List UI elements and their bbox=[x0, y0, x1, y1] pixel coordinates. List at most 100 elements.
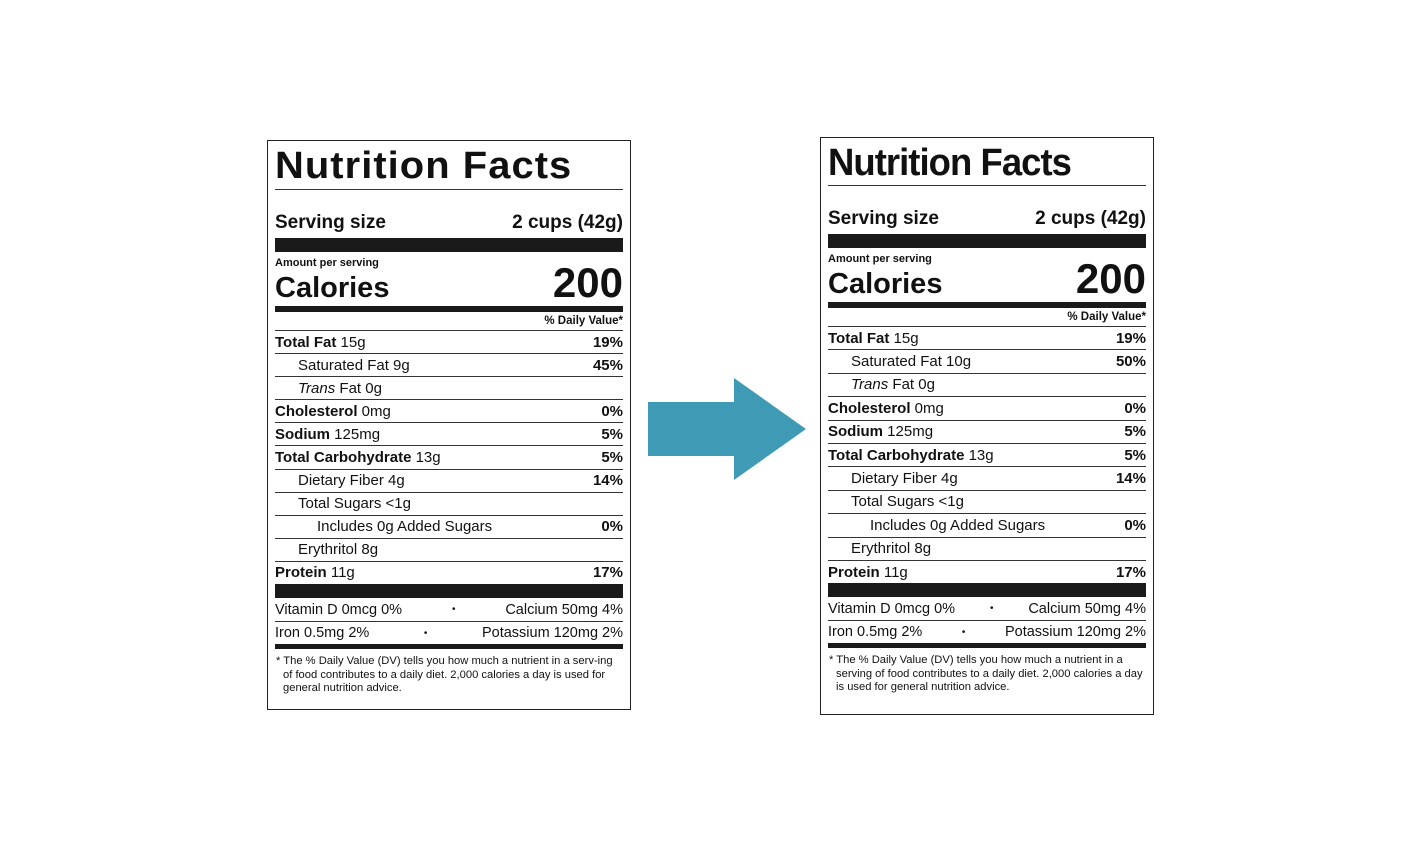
nutrient-name: Saturated Fat 9g bbox=[275, 357, 410, 374]
nutrient-amount: Includes 0g Added Sugars bbox=[317, 518, 493, 536]
nutrient-list: Total Fat 15g 19% Saturated Fat 10g 50% Tran… bbox=[828, 326, 1146, 583]
nutrient-amount: 0mg bbox=[910, 399, 944, 417]
medium-divider bbox=[275, 644, 623, 650]
vitamin-entry: Potassium 120mg 2% bbox=[481, 625, 623, 642]
thick-divider bbox=[828, 583, 1146, 598]
nutrient-name: Total Carbohydrate 13g bbox=[828, 447, 994, 464]
nutrient-name: Total Sugars <1g bbox=[828, 493, 964, 510]
nutrient-row: Includes 0g Added Sugars 0% bbox=[828, 513, 1146, 536]
nutrient-amount: Saturated Fat 10g bbox=[851, 353, 972, 371]
nutrient-row: Cholesterol 0mg 0% bbox=[828, 396, 1146, 419]
nutrient-amount: 15g bbox=[336, 333, 366, 351]
nutrient-name: Cholesterol 0mg bbox=[275, 403, 391, 420]
bullet-separator: • bbox=[961, 626, 966, 638]
nutrient-row: Total Carbohydrate 13g 5% bbox=[828, 442, 1146, 466]
nutrient-italic: Trans bbox=[851, 376, 889, 394]
nutrient-name: Erythritol 8g bbox=[275, 541, 378, 558]
nutrient-row: Dietary Fiber 4g 14% bbox=[828, 466, 1146, 489]
footnote: * The % Daily Value (DV) tells you how m… bbox=[829, 654, 1143, 694]
calories-value: 200 bbox=[552, 259, 623, 306]
daily-value-percent: 17% bbox=[592, 564, 623, 582]
nutrient-amount: Saturated Fat 9g bbox=[298, 356, 410, 374]
daily-value-header: % Daily Value* bbox=[544, 315, 623, 327]
medium-divider bbox=[828, 643, 1146, 649]
vitamin-list: Vitamin D 0mcg 0% • Calcium 50mg 4% Iron 0.… bbox=[275, 598, 623, 644]
nutrient-amount: 13g bbox=[411, 449, 441, 467]
vitamin-row: Iron 0.5mg 2% • Potassium 120mg 2% bbox=[828, 620, 1146, 643]
arrow-shape bbox=[648, 378, 806, 480]
daily-value-percent: 0% bbox=[1124, 399, 1146, 417]
nutrient-amount: 11g bbox=[879, 563, 908, 581]
daily-value-percent: 5% bbox=[1124, 423, 1146, 441]
nutrient-row: Includes 0g Added Sugars 0% bbox=[275, 514, 623, 538]
nutrient-amount: Dietary Fiber 4g bbox=[298, 472, 405, 490]
nutrient-name: Includes 0g Added Sugars bbox=[275, 518, 492, 535]
nutrient-row: Protein 11g 17% bbox=[275, 560, 623, 584]
nutrient-heading: Total Fat bbox=[275, 333, 337, 351]
thick-divider bbox=[828, 234, 1146, 248]
nutrient-row: Dietary Fiber 4g 14% bbox=[275, 468, 623, 492]
nutrient-heading: Total Fat bbox=[828, 329, 890, 347]
nutrient-name: Total Sugars <1g bbox=[275, 495, 411, 512]
nutrient-row: Saturated Fat 9g 45% bbox=[275, 353, 623, 376]
vitamin-entry: Iron 0.5mg 2% bbox=[275, 625, 370, 642]
nutrient-heading: Total Carbohydrate bbox=[828, 446, 965, 464]
nutrient-name: Sodium 125mg bbox=[275, 426, 380, 443]
nutrient-row: Total Carbohydrate 13g 5% bbox=[275, 445, 623, 468]
nutrient-name: Total Carbohydrate 13g bbox=[275, 449, 441, 466]
daily-value-percent: 5% bbox=[1124, 446, 1146, 464]
nutrient-row: Protein 11g 17% bbox=[828, 559, 1146, 583]
nutrient-row: Total Sugars <1g bbox=[275, 491, 623, 515]
nutrient-amount: 125mg bbox=[883, 423, 934, 441]
serving-size-value: 2 cups (42g) bbox=[1035, 208, 1146, 229]
nutrient-name: Sodium 125mg bbox=[828, 423, 933, 440]
nutrient-amount: Total Sugars <1g bbox=[298, 495, 411, 513]
nutrient-amount: Fat 0g bbox=[888, 376, 935, 394]
nutrient-heading: Cholesterol bbox=[828, 399, 911, 417]
daily-value-percent: 17% bbox=[1115, 563, 1146, 581]
daily-value-percent: 14% bbox=[1115, 470, 1146, 488]
amount-per-serving: Amount per serving bbox=[828, 253, 932, 265]
serving-size-row: Serving size 2 cups (42g) bbox=[275, 190, 623, 238]
thick-divider bbox=[275, 584, 623, 599]
daily-value-percent: 19% bbox=[592, 333, 623, 351]
nutrient-amount: 13g bbox=[964, 446, 994, 464]
nutrient-amount: Total Sugars <1g bbox=[851, 493, 964, 511]
nutrient-row: Total Fat 15g 19% bbox=[828, 326, 1146, 349]
thick-divider bbox=[275, 238, 623, 252]
calories-label: Calories bbox=[828, 268, 943, 300]
calories-row: Calories 200 bbox=[828, 258, 1146, 300]
nutrient-row: Total Fat 15g 19% bbox=[275, 330, 623, 353]
serving-size-row: Serving size 2 cups (42g) bbox=[828, 186, 1146, 234]
nutrient-amount: Erythritol 8g bbox=[851, 540, 932, 558]
nutrient-name: Trans Fat 0g bbox=[275, 380, 382, 397]
nutrient-amount: 15g bbox=[889, 329, 919, 347]
daily-value-percent: 0% bbox=[601, 402, 623, 420]
vitamin-entry: Vitamin D 0mcg 0% bbox=[828, 600, 956, 617]
nutrient-heading: Protein bbox=[275, 564, 327, 582]
daily-value-percent: 45% bbox=[592, 356, 623, 374]
nutrition-label-after: Nutrition Facts Serving size 2 cups (42g… bbox=[820, 137, 1154, 715]
nutrient-amount: Includes 0g Added Sugars bbox=[870, 516, 1046, 534]
right-arrow-icon bbox=[648, 378, 806, 480]
nutrient-row: Total Sugars <1g bbox=[828, 489, 1146, 513]
nutrient-amount: 125mg bbox=[330, 425, 381, 443]
bullet-separator: • bbox=[423, 627, 428, 639]
label-title: Nutrition Facts bbox=[275, 145, 573, 187]
daily-value-percent: 5% bbox=[601, 449, 623, 467]
daily-value-percent: 50% bbox=[1115, 353, 1146, 371]
nutrient-name: Cholesterol 0mg bbox=[828, 400, 944, 417]
vitamin-entry: Potassium 120mg 2% bbox=[1004, 624, 1146, 641]
nutrient-amount: Dietary Fiber 4g bbox=[851, 470, 958, 488]
nutrient-row: Erythritol 8g bbox=[828, 536, 1146, 560]
nutrient-heading: Cholesterol bbox=[275, 402, 358, 420]
vitamin-entry: Calcium 50mg 4% bbox=[1028, 600, 1146, 617]
vitamin-entry: Calcium 50mg 4% bbox=[505, 601, 623, 618]
bullet-separator: • bbox=[989, 603, 994, 615]
nutrient-row: Cholesterol 0mg 0% bbox=[275, 399, 623, 422]
nutrient-row: Saturated Fat 10g 50% bbox=[828, 349, 1146, 372]
daily-value-percent: 0% bbox=[1124, 516, 1146, 534]
calories-row: Calories 200 bbox=[275, 259, 623, 306]
nutrient-row: Sodium 125mg 5% bbox=[275, 422, 623, 445]
daily-value-percent: 14% bbox=[592, 472, 623, 490]
